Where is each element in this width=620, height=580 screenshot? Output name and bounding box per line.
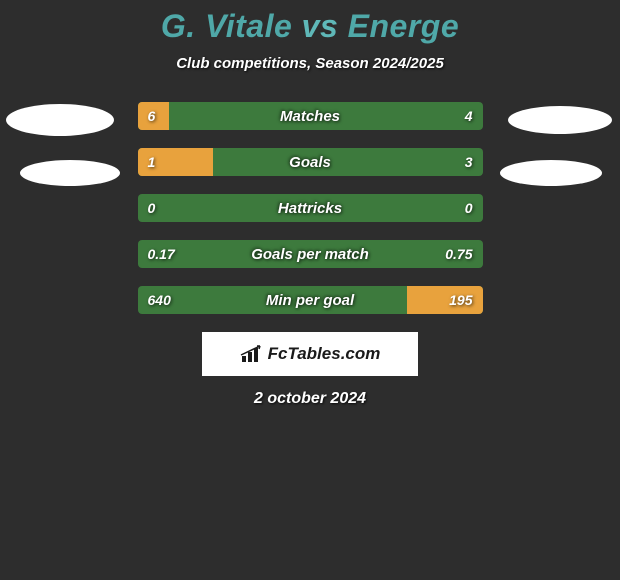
- stat-label: Goals: [138, 148, 483, 176]
- player1-badge-placeholder-1: [6, 104, 114, 136]
- player1-name: G. Vitale: [161, 8, 292, 44]
- player2-badge-placeholder-2: [500, 160, 602, 186]
- stat-label: Min per goal: [138, 286, 483, 314]
- subtitle: Club competitions, Season 2024/2025: [0, 55, 620, 72]
- stat-label: Hattricks: [138, 194, 483, 222]
- stat-row: 0.170.75Goals per match: [138, 240, 483, 268]
- bar-chart-icon: [240, 344, 264, 364]
- comparison-body: 64Matches 13Goals 00Hattricks 0.170.75Goals…: [0, 102, 620, 408]
- comparison-title: G. Vitale vs Energe: [0, 0, 620, 45]
- stat-label: Matches: [138, 102, 483, 130]
- stat-bars-container: 64Matches 13Goals 00Hattricks 0.170.75Goals…: [138, 102, 483, 314]
- stat-row: 13Goals: [138, 148, 483, 176]
- stat-row: 64Matches: [138, 102, 483, 130]
- player2-badge-placeholder-1: [508, 106, 612, 134]
- stat-label: Goals per match: [138, 240, 483, 268]
- logo-text: FcTables.com: [268, 344, 381, 364]
- player1-badge-placeholder-2: [20, 160, 120, 186]
- vs-separator: vs: [302, 8, 339, 44]
- player2-name: Energe: [348, 8, 459, 44]
- stat-row: 00Hattricks: [138, 194, 483, 222]
- fctables-logo[interactable]: FcTables.com: [202, 332, 418, 376]
- stat-row: 640195Min per goal: [138, 286, 483, 314]
- snapshot-date: 2 october 2024: [0, 390, 620, 408]
